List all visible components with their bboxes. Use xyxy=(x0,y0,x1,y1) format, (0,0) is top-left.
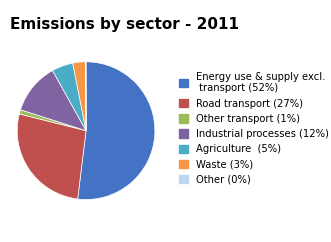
Legend: Energy use & supply excl.
 transport (52%), Road transport (27%), Other transpor: Energy use & supply excl. transport (52%… xyxy=(177,70,331,187)
Wedge shape xyxy=(17,114,86,199)
Wedge shape xyxy=(73,62,86,131)
Wedge shape xyxy=(78,62,155,199)
Text: Emissions by sector - 2011: Emissions by sector - 2011 xyxy=(10,17,239,32)
Wedge shape xyxy=(53,63,86,131)
Wedge shape xyxy=(19,110,86,131)
Wedge shape xyxy=(21,70,86,131)
